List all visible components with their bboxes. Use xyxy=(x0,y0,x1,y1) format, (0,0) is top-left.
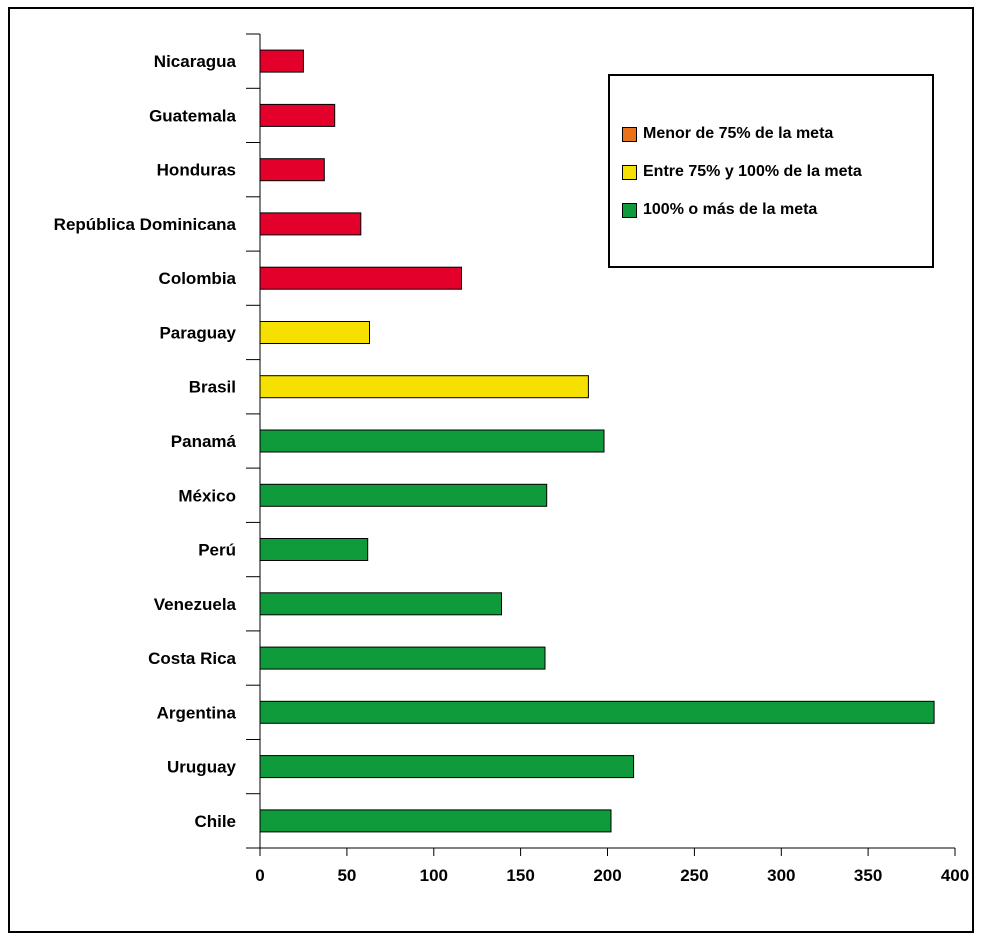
bar-chile xyxy=(259,809,612,833)
axes-group xyxy=(246,33,956,856)
legend-label-lt75: Menor de 75% de la meta xyxy=(643,125,834,142)
category-label: Honduras xyxy=(157,161,236,180)
bar-brasil xyxy=(259,375,589,399)
x-tick-label: 250 xyxy=(680,866,708,885)
bars-group xyxy=(259,49,935,833)
category-label: Colombia xyxy=(159,269,237,288)
legend-swatch-lt75 xyxy=(622,126,637,142)
x-tick-label: 0 xyxy=(255,866,264,885)
bar-perú xyxy=(259,538,369,561)
category-label: Nicaragua xyxy=(154,52,237,71)
legend: Menor de 75% de la meta Entre 75% y 100%… xyxy=(608,74,934,268)
category-label: Paraguay xyxy=(159,324,236,343)
x-tick-label: 300 xyxy=(767,866,795,885)
labels-group: Nicaragua Guatemala Honduras República Domi… xyxy=(54,52,970,885)
bar-honduras xyxy=(259,158,325,182)
x-tick-label: 50 xyxy=(337,866,356,885)
category-label: Venezuela xyxy=(154,595,237,614)
category-label: República Dominicana xyxy=(54,215,237,234)
legend-swatch-75to100 xyxy=(622,164,637,180)
bar-nicaragua xyxy=(259,49,304,73)
category-label: Uruguay xyxy=(167,758,237,777)
bar-panamá xyxy=(259,429,605,453)
x-tick-label: 100 xyxy=(420,866,448,885)
bar-paraguay xyxy=(259,321,370,344)
bar-venezuela xyxy=(259,592,502,616)
category-label: Perú xyxy=(198,541,236,560)
legend-item-75to100: Entre 75% y 100% de la meta xyxy=(622,162,862,182)
category-label: Panamá xyxy=(171,432,237,451)
x-tick-label: 200 xyxy=(593,866,621,885)
bar-costa-rica xyxy=(259,646,546,670)
bar-república-dominicana xyxy=(259,212,362,236)
bar-colombia xyxy=(259,266,462,290)
category-label: Argentina xyxy=(157,703,237,722)
category-label: Chile xyxy=(194,812,236,831)
bar-argentina xyxy=(259,700,935,724)
x-tick-label: 150 xyxy=(506,866,534,885)
category-label: Guatemala xyxy=(149,106,236,125)
category-label: Costa Rica xyxy=(148,649,236,668)
legend-item-lt75: Menor de 75% de la meta xyxy=(622,124,833,144)
bar-méxico xyxy=(259,483,548,507)
x-tick-label: 350 xyxy=(854,866,882,885)
legend-label-75to100: Entre 75% y 100% de la meta xyxy=(643,163,862,180)
bar-uruguay xyxy=(259,755,635,779)
legend-label-ge100: 100% o más de la meta xyxy=(643,201,818,218)
bar-guatemala xyxy=(259,103,336,127)
x-tick-label: 400 xyxy=(941,866,969,885)
category-label: México xyxy=(178,486,236,505)
legend-swatch-ge100 xyxy=(622,202,637,218)
category-label: Brasil xyxy=(189,378,236,397)
legend-item-ge100: 100% o más de la meta xyxy=(622,200,817,220)
